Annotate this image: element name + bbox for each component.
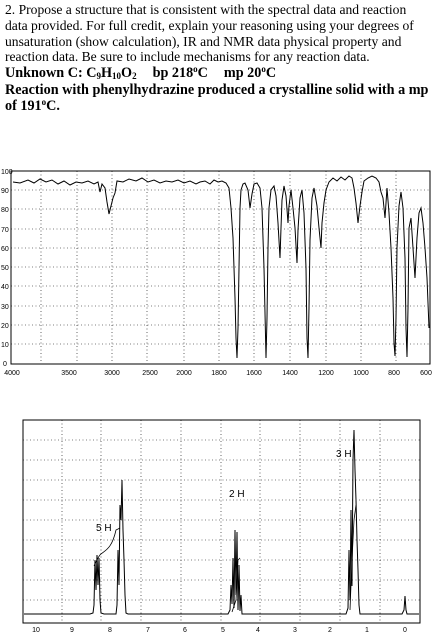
- nmr-x-tick: 6: [183, 627, 187, 634]
- ir-y-ticks: 100 90 80 70 60 50 40 30 20 10 0: [1, 169, 13, 368]
- nmr-label-3h: 3 H: [336, 449, 352, 460]
- nmr-x-ticks: 10 9 8 7 6 5 4 3 2 1 0: [32, 627, 407, 634]
- ir-x-tick: 4000: [4, 370, 20, 377]
- ir-x-tick: 800: [388, 370, 400, 377]
- nmr-x-tick: 2: [328, 627, 332, 634]
- reaction-data: Reaction with phenylhydrazine produced a…: [5, 81, 429, 115]
- ir-y-tick: 90: [1, 188, 9, 195]
- boiling-point: bp 218oC: [152, 64, 208, 82]
- problem-text: 2. Propose a structure that is consisten…: [5, 2, 414, 65]
- ir-y-tick: 20: [1, 323, 9, 330]
- ir-y-tick: 40: [1, 284, 9, 291]
- ir-y-tick: 60: [1, 246, 9, 253]
- ir-y-tick: 80: [1, 207, 9, 214]
- unknown-label: Unknown C:: [5, 65, 83, 82]
- ir-y-tick: 30: [1, 304, 9, 311]
- ir-x-tick: 1200: [318, 370, 334, 377]
- melting-point: mp 20oC: [223, 64, 277, 82]
- nmr-spectrum: 10 9 8 7 6 5 4 3 2 1 0 5 H 2 H 3 H: [22, 419, 421, 634]
- nmr-label-5h: 5 H: [96, 523, 112, 534]
- problem-statement: 2. Propose a structure that is consisten…: [5, 2, 429, 115]
- ir-y-tick: 100: [1, 169, 13, 176]
- nmr-label-2h: 2 H: [229, 489, 245, 500]
- ir-frame: [10, 170, 431, 365]
- nmr-x-tick: 10: [32, 627, 40, 634]
- ir-x-tick: 1600: [246, 370, 262, 377]
- ir-x-tick: 1400: [282, 370, 298, 377]
- nmr-x-tick: 5: [221, 627, 225, 634]
- ir-trace: [12, 175, 430, 359]
- ir-y-tick: 70: [1, 227, 9, 234]
- nmr-x-tick: 7: [146, 627, 150, 634]
- nmr-x-tick: 0: [403, 627, 407, 634]
- nmr-x-tick: 4: [256, 627, 260, 634]
- molecular-formula: C9H10O2: [86, 65, 137, 82]
- nmr-x-tick: 3: [293, 627, 297, 634]
- ir-x-tick: 600: [420, 370, 432, 377]
- unknown-line: Unknown C: C9H10O2 bp 218oC mp 20oC: [5, 65, 429, 82]
- ir-x-tick: 3000: [104, 370, 120, 377]
- ir-y-tick: 50: [1, 265, 9, 272]
- ir-y-tick: 0: [3, 361, 7, 368]
- nmr-integration: [93, 504, 357, 613]
- nmr-grid: [23, 420, 420, 623]
- nmr-x-tick: 9: [70, 627, 74, 634]
- ir-grid: [11, 171, 430, 364]
- ir-x-tick: 1800: [211, 370, 227, 377]
- nmr-frame: [22, 419, 421, 624]
- ir-x-ticks: 4000 3500 3000 2500 2000 1800 1600 1400 …: [4, 370, 432, 377]
- nmr-x-tick: 8: [108, 627, 112, 634]
- ir-x-tick: 1000: [353, 370, 369, 377]
- nmr-x-tick: 1: [365, 627, 369, 634]
- nmr-trace: [24, 429, 419, 615]
- ir-x-tick: 2000: [176, 370, 192, 377]
- ir-spectrum: 100 90 80 70 60 50 40 30 20 10 0 4000 35…: [1, 169, 432, 377]
- ir-x-tick: 2500: [142, 370, 158, 377]
- ir-y-tick: 10: [1, 342, 9, 349]
- ir-x-tick: 3500: [61, 370, 77, 377]
